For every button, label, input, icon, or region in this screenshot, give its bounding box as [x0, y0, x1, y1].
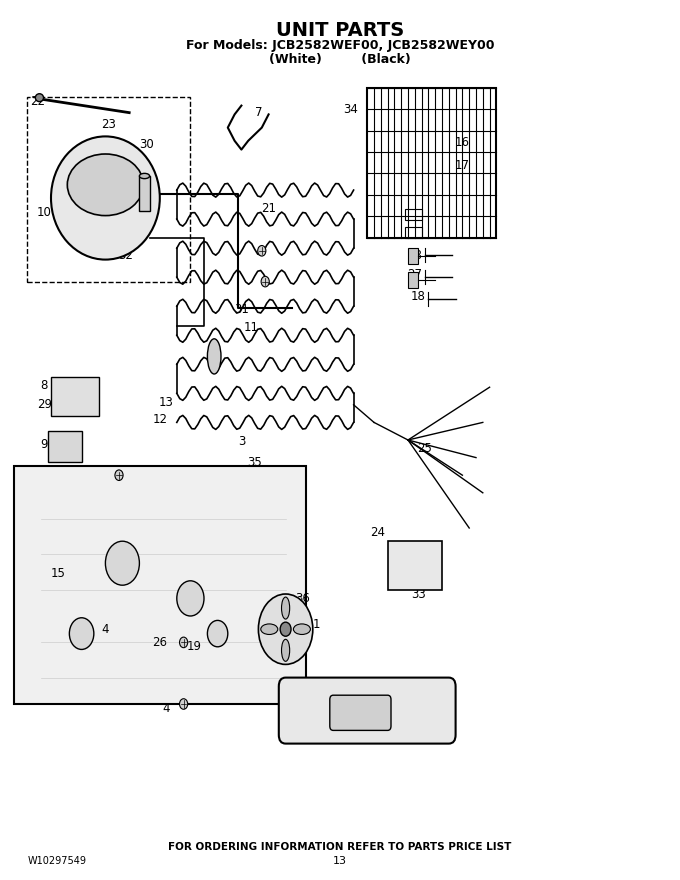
Bar [367, 88, 496, 238]
Text: 23: 23 [101, 119, 116, 131]
Bar [27, 97, 190, 282]
Ellipse shape [282, 597, 290, 620]
Bar [388, 541, 442, 590]
Circle shape [207, 620, 228, 647]
Text: 13: 13 [333, 855, 347, 866]
Text: W10297549: W10297549 [27, 855, 86, 866]
Bar [48, 431, 82, 462]
Bar [408, 272, 418, 288]
Text: 31: 31 [234, 304, 249, 316]
Text: (White)         (Black): (White) (Black) [269, 54, 411, 66]
Text: 13: 13 [159, 396, 174, 408]
Text: 7: 7 [254, 106, 262, 119]
Text: 16: 16 [455, 136, 470, 149]
Ellipse shape [207, 339, 221, 374]
Ellipse shape [282, 640, 290, 662]
Circle shape [180, 637, 188, 648]
Bar [408, 248, 418, 264]
Text: FOR ORDERING INFORMATION REFER TO PARTS PRICE LIST: FOR ORDERING INFORMATION REFER TO PARTS … [169, 841, 511, 852]
Text: 10: 10 [37, 207, 52, 219]
Text: For Models: JCB2582WEF00, JCB2582WEY00: For Models: JCB2582WEF00, JCB2582WEY00 [186, 40, 494, 52]
Text: 36: 36 [295, 592, 310, 605]
Text: 34: 34 [343, 103, 358, 115]
Circle shape [258, 246, 266, 256]
Ellipse shape [260, 624, 277, 634]
Text: 27: 27 [407, 268, 422, 281]
Circle shape [258, 594, 313, 664]
Text: 15: 15 [50, 568, 65, 580]
Ellipse shape [67, 154, 143, 216]
Text: 8: 8 [41, 379, 48, 392]
Text: 4: 4 [101, 623, 109, 635]
Text: 29: 29 [37, 399, 52, 411]
Circle shape [180, 699, 188, 709]
Bar [405, 227, 422, 238]
Text: UNIT PARTS: UNIT PARTS [276, 21, 404, 40]
Circle shape [261, 276, 269, 287]
Text: 1: 1 [312, 619, 320, 631]
Text: 14: 14 [407, 544, 422, 556]
Circle shape [69, 618, 94, 649]
Text: 17: 17 [455, 159, 470, 172]
Bar [139, 176, 150, 211]
Bar [14, 466, 306, 704]
Bar [51, 377, 99, 416]
Text: 26: 26 [152, 636, 167, 649]
Text: 2: 2 [292, 614, 300, 627]
Ellipse shape [139, 173, 150, 179]
Text: 22: 22 [30, 95, 45, 107]
Text: 35: 35 [248, 456, 262, 468]
Circle shape [177, 581, 204, 616]
FancyBboxPatch shape [330, 695, 391, 730]
Text: 18: 18 [411, 290, 426, 303]
Ellipse shape [294, 624, 310, 634]
Text: 6: 6 [414, 566, 422, 578]
Bar [405, 209, 422, 220]
Circle shape [115, 470, 123, 480]
Ellipse shape [51, 136, 160, 260]
Text: 11: 11 [244, 321, 259, 334]
Text: 21: 21 [261, 202, 276, 215]
Text: 30: 30 [139, 138, 154, 150]
Text: 9: 9 [40, 438, 48, 451]
Text: 4: 4 [163, 702, 171, 715]
Text: 12: 12 [152, 414, 167, 426]
Text: 19: 19 [186, 641, 201, 653]
Text: 33: 33 [411, 588, 426, 600]
Circle shape [105, 541, 139, 585]
Text: 28: 28 [407, 249, 422, 261]
FancyBboxPatch shape [279, 678, 456, 744]
Text: 24: 24 [370, 526, 385, 539]
Text: 25: 25 [418, 443, 432, 455]
Text: 5: 5 [116, 471, 122, 483]
Ellipse shape [35, 93, 44, 102]
Text: 3: 3 [238, 436, 245, 448]
Text: 32: 32 [118, 249, 133, 261]
Text: 20: 20 [356, 717, 371, 730]
Circle shape [280, 622, 291, 636]
